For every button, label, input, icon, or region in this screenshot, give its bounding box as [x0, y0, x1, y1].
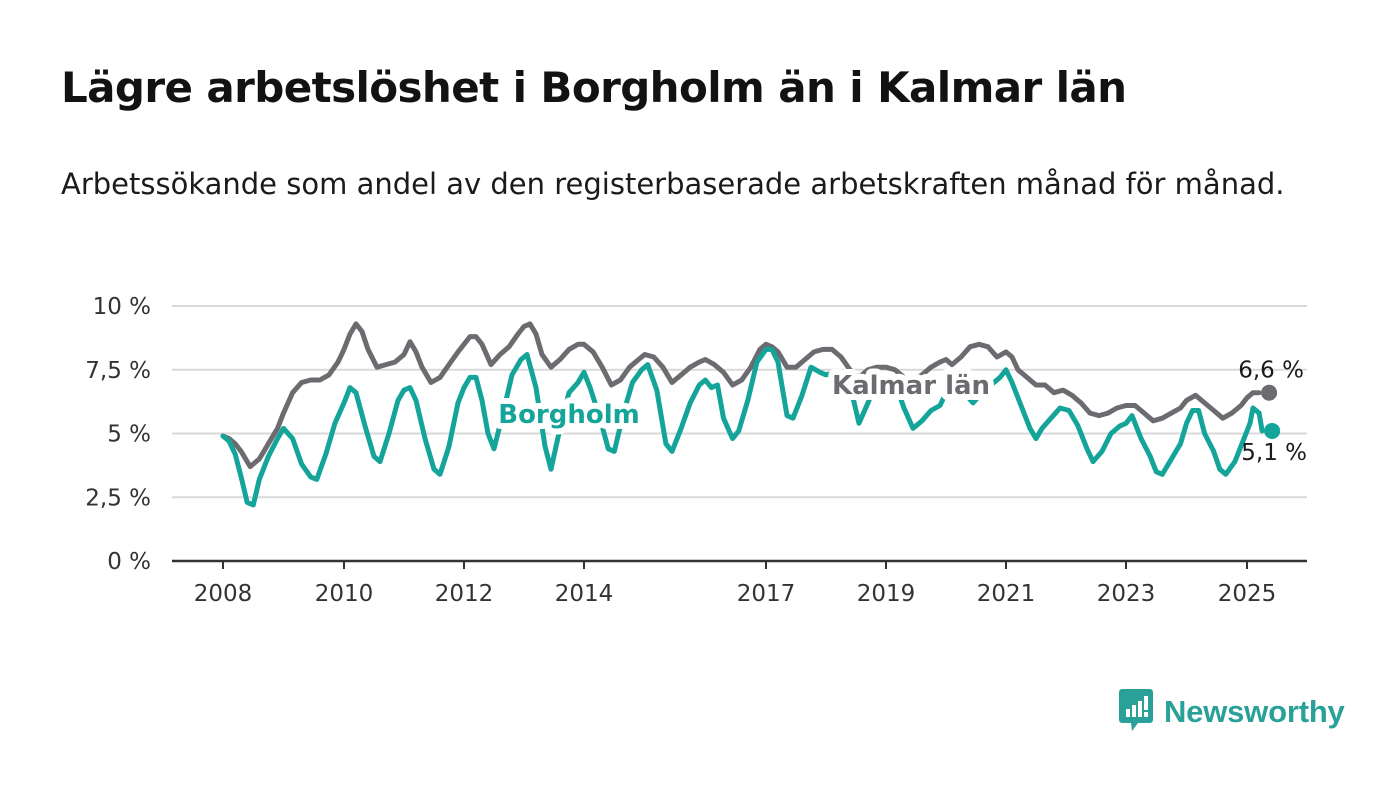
x-tick-label: 2021	[977, 581, 1036, 607]
x-tick-label: 2010	[315, 581, 374, 607]
newsworthy-logo-icon	[1118, 687, 1154, 737]
series-line-kalmar-ln	[220, 321, 1262, 470]
end-value-label: 6,6 %	[1238, 358, 1304, 384]
y-tick-label: 10 %	[93, 294, 151, 320]
brand-name: Newsworthy	[1164, 694, 1345, 729]
x-tick-label: 2025	[1218, 581, 1277, 607]
end-point-marker	[1264, 422, 1281, 439]
y-tick-label: 5 %	[107, 422, 151, 448]
series-label-halo: Borgholm	[498, 400, 640, 430]
series-lines	[220, 321, 1265, 508]
series-label: Borgholm	[498, 400, 640, 430]
chart-subtitle: Arbetssökande som andel av den registerb…	[61, 167, 1285, 201]
y-tick-label: 7,5 %	[85, 358, 151, 384]
end-value-label: 5,1 %	[1241, 440, 1307, 466]
series-label-halo: Kalmar län	[832, 371, 990, 401]
x-tick-label: 2019	[857, 581, 916, 607]
x-tick-label: 2014	[555, 581, 614, 607]
x-tick-label: 2023	[1097, 581, 1156, 607]
y-axis-ticks: 0 % 2,5 % 5 % 7,5 % 10 %	[85, 294, 151, 575]
x-axis-ticks: 2008 2010 2012 2014 2017 2019 2021 2023 2025	[194, 561, 1277, 607]
x-tick-label: 2017	[737, 581, 796, 607]
series-line-borgholm	[220, 346, 1265, 508]
newsworthy-logo[interactable]: Newsworthy	[1118, 688, 1345, 736]
gridlines	[172, 305, 1307, 563]
x-tick-label: 2012	[435, 581, 494, 607]
series-label: Kalmar län	[832, 371, 990, 401]
y-tick-label: 2,5 %	[85, 485, 151, 511]
x-tick-label: 2008	[194, 581, 253, 607]
y-tick-label: 0 %	[107, 549, 151, 575]
chart-title: Lägre arbetslöshet i Borgholm än i Kalma…	[61, 63, 1127, 112]
end-point-marker	[1261, 384, 1278, 401]
